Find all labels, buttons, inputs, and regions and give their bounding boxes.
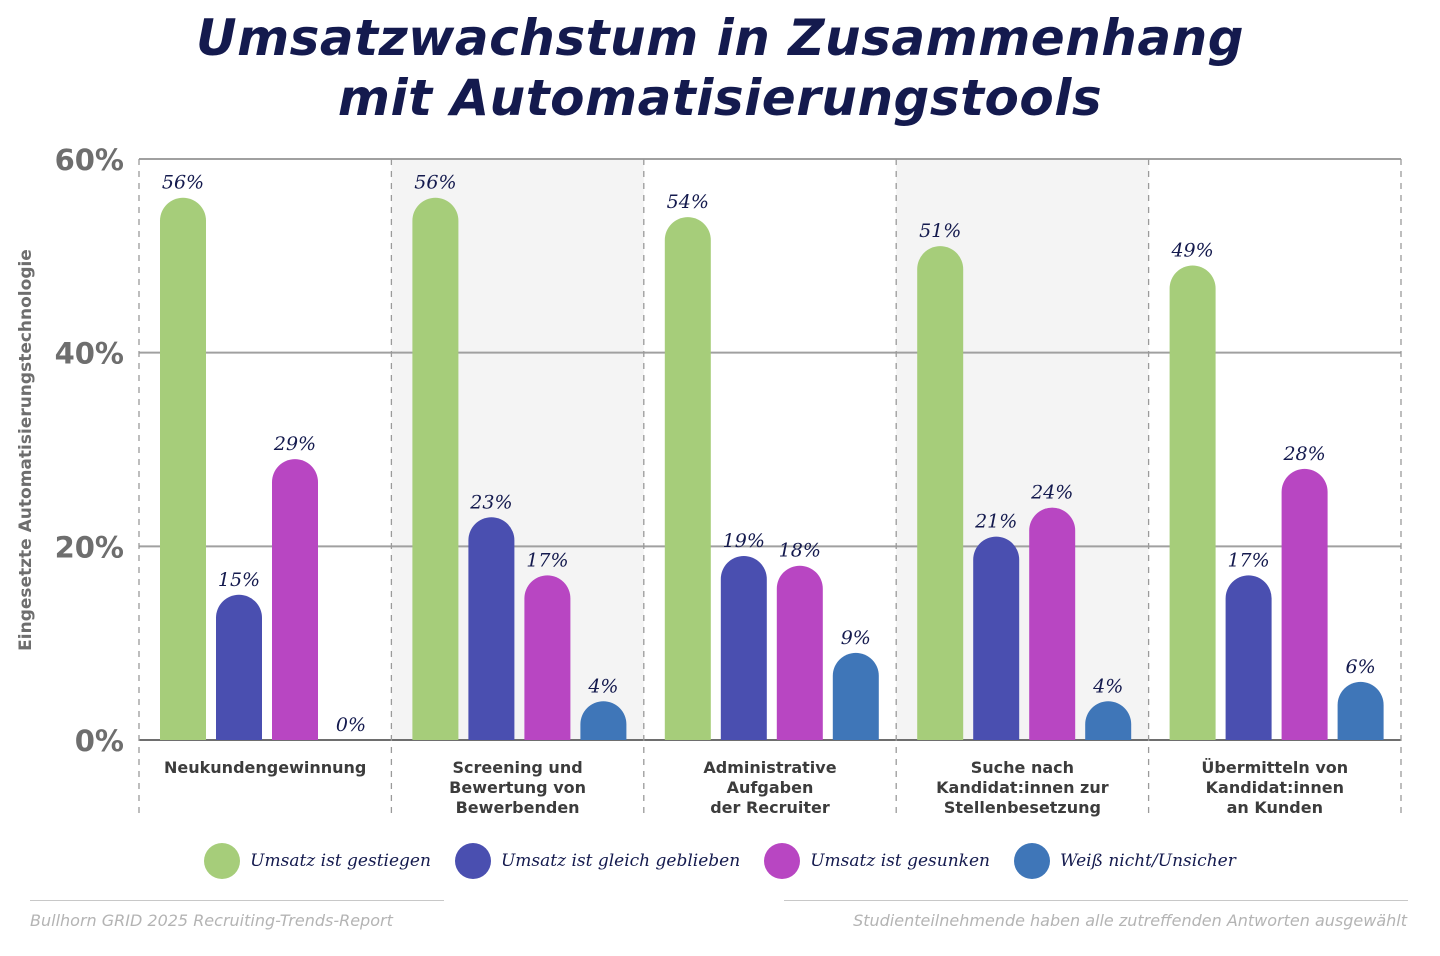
bar (776, 565, 823, 740)
bar-value-label: 15% (218, 569, 260, 591)
bar-value-label: 4% (1092, 675, 1123, 697)
x-tick-label: an Kunden (1227, 798, 1323, 817)
bar-value-label: 56% (414, 172, 456, 194)
bar (524, 575, 571, 740)
footer-source: Bullhorn GRID 2025 Recruiting-Trends-Rep… (30, 911, 393, 930)
legend-swatch-icon (454, 843, 491, 879)
bar (664, 217, 711, 741)
chart-title-line-1: Umsatzwachstum in Zusammenhang (195, 9, 1245, 67)
bar-value-label: 9% (841, 627, 871, 649)
bar (412, 197, 459, 741)
y-tick-label: 40% (55, 337, 124, 371)
legend-label: Umsatz ist gleich geblieben (500, 851, 741, 871)
legend-label: Umsatz ist gesunken (810, 851, 990, 871)
footer-divider-left (30, 900, 444, 901)
x-tick-label: Kandidat:innen zur (936, 778, 1109, 797)
bar-value-label: 6% (1346, 656, 1376, 678)
legend-item-gesunken: Umsatz ist gesunken (764, 843, 990, 879)
x-tick-label: Neukundengewinnung (164, 758, 366, 777)
bar (1029, 507, 1076, 740)
bar-value-label: 17% (1227, 549, 1269, 571)
x-tick-label: Administrative (703, 758, 836, 777)
x-tick-label: der Recruiter (710, 798, 830, 817)
bar-chart: 0% 20% 40% 60% 56% 15% 29% 0% Neukundengewinnung… (55, 143, 1402, 817)
bar (1337, 681, 1384, 740)
bar-value-label: 17% (526, 549, 568, 571)
legend-item-gleich: Umsatz ist gleich geblieben (454, 843, 741, 879)
legend-item-unsicher: Weiß nicht/Unsicher (1013, 843, 1236, 879)
bar-value-label: 56% (162, 172, 204, 194)
bar (468, 517, 515, 740)
bar-value-label: 18% (779, 540, 821, 562)
y-tick-label: 0% (75, 724, 124, 758)
bar (917, 246, 964, 740)
bar-value-label: 28% (1282, 443, 1325, 465)
x-tick-label: Bewertung von (449, 778, 586, 797)
bar (216, 594, 262, 740)
bar (973, 536, 1020, 740)
bar (1085, 701, 1132, 740)
legend-label: Weiß nicht/Unsicher (1059, 851, 1236, 871)
bar (580, 701, 627, 740)
x-tick-label: Suche nach (971, 758, 1074, 777)
bar-value-label: 51% (919, 220, 961, 242)
x-tick-label: Stellenbesetzung (944, 798, 1101, 817)
bar (1225, 575, 1272, 740)
bar-value-label: 54% (667, 191, 709, 213)
legend-item-gestiegen: Umsatz ist gestiegen (204, 843, 431, 879)
y-tick-label: 20% (55, 530, 124, 564)
bar-value-label: 24% (1030, 482, 1073, 504)
bar (720, 556, 767, 740)
bar-value-label: 49% (1170, 240, 1213, 262)
footer-divider-right (784, 900, 1408, 901)
bar-value-label: 4% (587, 675, 618, 697)
x-tick-label: Übermitteln von (1201, 758, 1348, 777)
legend-swatch-icon (204, 843, 241, 879)
x-tick-label: Kandidat:innen (1206, 778, 1344, 797)
bar (160, 197, 206, 741)
x-tick-label: Bewerbenden (456, 798, 580, 817)
bar-value-label: 19% (723, 530, 765, 552)
bar (832, 652, 879, 740)
bar (272, 459, 318, 740)
bar-value-label: 21% (974, 511, 1017, 533)
legend: Umsatz ist gestiegen Umsatz ist gleich g… (0, 843, 1440, 879)
chart-title: Umsatzwachstum in Zusammenhang mit Autom… (0, 8, 1440, 128)
legend-swatch-icon (1013, 843, 1050, 879)
y-tick-label: 60% (55, 143, 124, 177)
footer-note: Studienteilnehmende haben alle zutreffen… (853, 911, 1407, 930)
bar (1281, 468, 1328, 740)
bar-value-label: 0% (336, 714, 366, 736)
bar-value-label: 29% (273, 433, 316, 455)
bar (1169, 265, 1216, 740)
legend-label: Umsatz ist gestiegen (250, 851, 431, 871)
x-tick-label: Aufgaben (727, 778, 814, 797)
legend-swatch-icon (764, 843, 801, 879)
x-tick-label: Screening und (453, 758, 583, 777)
chart-title-line-2: mit Automatisierungstools (337, 69, 1103, 127)
bar-value-label: 23% (469, 491, 512, 513)
